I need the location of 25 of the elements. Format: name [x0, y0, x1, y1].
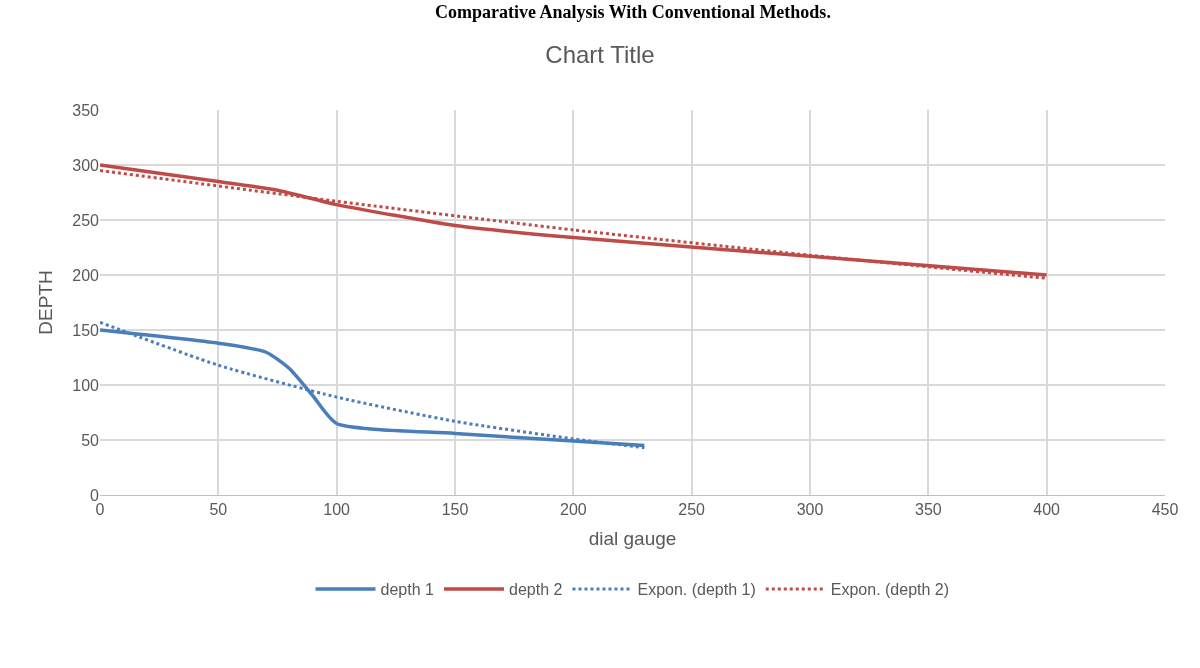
y-tick-label: 50: [81, 431, 100, 449]
x-tick-label: 300: [796, 501, 824, 519]
x-tick-label: 400: [1033, 501, 1061, 519]
y-tick-label: 0: [90, 486, 100, 504]
legend-label: Expon. (depth 2): [830, 581, 950, 599]
y-tick-label: 150: [72, 321, 100, 339]
chart-title: Chart Title: [545, 41, 655, 69]
y-axis-title: DEPTH: [35, 270, 57, 335]
x-tick-label: 250: [678, 501, 706, 519]
y-tick-label: 300: [72, 156, 100, 174]
y-tick-label: 100: [72, 376, 100, 394]
y-tick-label: 200: [72, 266, 100, 284]
x-tick-label: 100: [323, 501, 351, 519]
x-tick-label: 50: [209, 501, 228, 519]
legend-label: Expon. (depth 1): [637, 581, 756, 599]
x-axis-title: dial gauge: [588, 528, 677, 549]
text: Comparative Analysis With Conventional Methods.: [435, 2, 831, 22]
x-tick-label: 350: [914, 501, 942, 519]
legend-label: depth 1: [380, 581, 434, 599]
x-tick-label: 200: [559, 501, 587, 519]
y-tick-label: 350: [72, 101, 100, 119]
y-tick-label: 250: [72, 211, 100, 229]
legend-label: depth 2: [508, 581, 563, 599]
x-tick-label: 450: [1151, 501, 1179, 519]
x-tick-label: 150: [441, 501, 469, 519]
